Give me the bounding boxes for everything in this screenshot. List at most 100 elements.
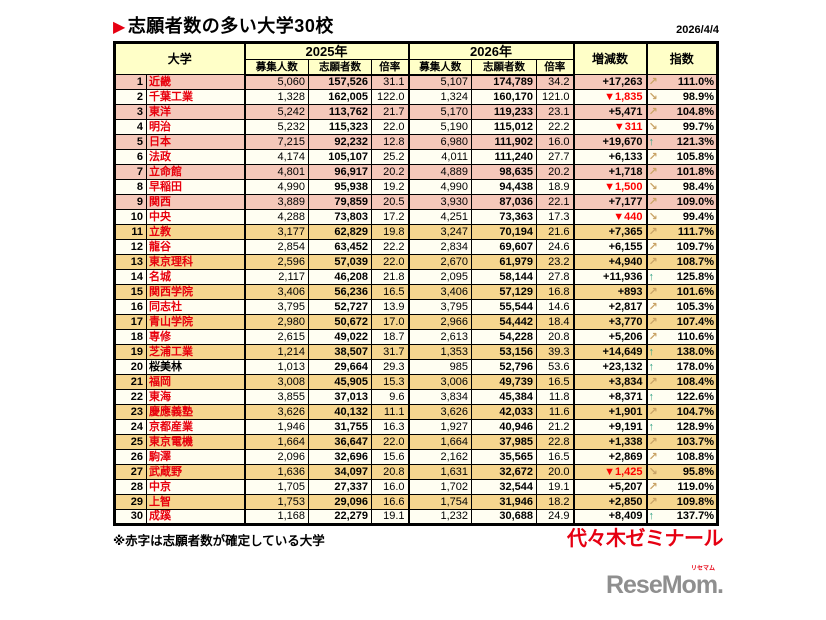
trend-up-right-icon: ↗ bbox=[648, 300, 658, 313]
ratio-2025-cell: 29.3 bbox=[371, 359, 410, 375]
change-cell: ▼311 bbox=[572, 119, 648, 135]
index-value: 108.4% bbox=[676, 375, 715, 388]
recruit-2025-cell: 1,328 bbox=[243, 89, 310, 105]
ratio-2025-cell: 16.0 bbox=[371, 479, 410, 495]
index-cell: ↗ 109.7% bbox=[645, 239, 719, 255]
index-value: 137.7% bbox=[676, 510, 715, 522]
applicants-2026-cell: 45,384 bbox=[471, 389, 538, 405]
ratio-2025-cell: 25.2 bbox=[371, 149, 410, 165]
index-cell: ↘ 99.4% bbox=[645, 209, 719, 225]
university-name: 東洋 bbox=[145, 104, 246, 120]
index-cell: ↗ 101.8% bbox=[645, 164, 719, 180]
recruit-2025-cell: 3,795 bbox=[243, 299, 310, 315]
index-cell: ↑ 122.6% bbox=[645, 389, 719, 405]
header-year-2025: 2025年 bbox=[243, 42, 410, 60]
rank-cell: 29 bbox=[114, 494, 147, 510]
table-row: 9 関西 3,889 79,859 20.5 3,930 87,036 22.1 +7,177 ↗… bbox=[114, 194, 719, 210]
index-cell: ↑ 138.0% bbox=[645, 344, 719, 360]
ratio-2026-cell: 11.6 bbox=[536, 404, 575, 420]
index-value: 111.0% bbox=[677, 75, 715, 88]
index-cell: ↗ 103.7% bbox=[645, 434, 719, 450]
yoyogi-seminar-logo: 代々木ゼミナール bbox=[567, 528, 724, 550]
recruit-2025-cell: 3,855 bbox=[243, 389, 310, 405]
ratio-2026-cell: 14.6 bbox=[536, 299, 575, 315]
university-name: 千葉工業 bbox=[145, 89, 246, 105]
recruit-2026-cell: 3,626 bbox=[407, 404, 473, 420]
index-cell: ↘ 98.9% bbox=[645, 89, 719, 105]
index-cell: ↗ 109.0% bbox=[645, 194, 719, 210]
applicants-2026-cell: 32,544 bbox=[471, 479, 538, 495]
table-row: 6 法政 4,174 105,107 25.2 4,011 111,240 27.7 +6,13… bbox=[114, 149, 719, 165]
index-value: 122.6% bbox=[676, 390, 715, 403]
index-value: 110.6% bbox=[677, 330, 715, 343]
recruit-2026-cell: 1,324 bbox=[407, 89, 473, 105]
table-row: 29 上智 1,753 29,096 16.6 1,754 31,946 18.2 +2,850… bbox=[114, 494, 719, 510]
rank-cell: 8 bbox=[114, 179, 147, 195]
university-name: 慶應義塾 bbox=[145, 404, 246, 420]
recruit-2026-cell: 1,353 bbox=[407, 344, 473, 360]
applicants-2026-cell: 54,228 bbox=[471, 329, 538, 345]
table-row: 7 立命館 4,801 96,917 20.2 4,889 98,635 20.2 +1,718… bbox=[114, 164, 719, 180]
rank-cell: 24 bbox=[114, 419, 147, 435]
table-row: 21 福岡 3,008 45,905 15.3 3,006 49,739 16.5 +3,834… bbox=[114, 374, 719, 390]
university-name: 日本 bbox=[145, 134, 246, 150]
university-name: 名城 bbox=[145, 269, 246, 285]
ratio-2025-cell: 22.0 bbox=[371, 254, 410, 270]
applicants-2026-cell: 70,194 bbox=[471, 224, 538, 240]
recruit-2025-cell: 3,889 bbox=[243, 194, 310, 210]
ratio-2026-cell: 18.9 bbox=[536, 179, 575, 195]
recruit-2026-cell: 5,170 bbox=[407, 104, 473, 120]
change-cell: +17,263 bbox=[572, 74, 648, 90]
applicants-2026-cell: 111,902 bbox=[471, 134, 538, 150]
ratio-2025-cell: 19.2 bbox=[371, 179, 410, 195]
index-cell: ↑ 178.0% bbox=[645, 359, 719, 375]
university-name: 明治 bbox=[145, 119, 246, 135]
ratio-2025-cell: 21.8 bbox=[371, 269, 410, 285]
applicants-2026-cell: 69,607 bbox=[471, 239, 538, 255]
table-row: 12 龍谷 2,854 63,452 22.2 2,834 69,607 24.6 +6,155… bbox=[114, 239, 719, 255]
change-cell: +6,155 bbox=[572, 239, 648, 255]
ratio-2025-cell: 22.2 bbox=[371, 239, 410, 255]
recruit-2025-cell: 1,664 bbox=[243, 434, 310, 450]
recruit-2025-cell: 1,013 bbox=[243, 359, 310, 375]
ratio-2026-cell: 22.2 bbox=[536, 119, 575, 135]
university-name: 成蹊 bbox=[145, 509, 246, 525]
recruit-2026-cell: 3,795 bbox=[407, 299, 473, 315]
rank-cell: 1 bbox=[114, 74, 147, 90]
recruit-2025-cell: 1,636 bbox=[243, 464, 310, 480]
applicants-2025-cell: 115,323 bbox=[308, 119, 373, 135]
table-row: 19 芝浦工業 1,214 38,507 31.7 1,353 53,156 39.3 +14,… bbox=[114, 344, 719, 360]
index-value: 125.8% bbox=[676, 270, 715, 283]
university-name: 近畿 bbox=[145, 74, 246, 90]
index-value: 104.7% bbox=[676, 405, 715, 418]
table-row: 24 京都産業 1,946 31,755 16.3 1,927 40,946 21.2 +9,1… bbox=[114, 419, 719, 435]
trend-down-right-icon: ↘ bbox=[648, 210, 658, 223]
index-value: 95.8% bbox=[682, 465, 715, 478]
trend-up-right-icon: ↗ bbox=[648, 405, 658, 418]
change-cell: +9,191 bbox=[572, 419, 648, 435]
ratio-2025-cell: 16.6 bbox=[371, 494, 410, 510]
ratio-2025-cell: 17.0 bbox=[371, 314, 410, 330]
university-name: 龍谷 bbox=[145, 239, 246, 255]
trend-up-icon: ↑ bbox=[648, 345, 655, 358]
applicants-2025-cell: 57,039 bbox=[308, 254, 373, 270]
change-cell: +11,936 bbox=[572, 269, 648, 285]
applicants-2025-cell: 45,905 bbox=[308, 374, 373, 390]
applicants-2025-cell: 50,672 bbox=[308, 314, 373, 330]
applicants-2025-cell: 95,938 bbox=[308, 179, 373, 195]
header-applicants-2026: 志願者数 bbox=[471, 59, 538, 76]
recruit-2025-cell: 2,596 bbox=[243, 254, 310, 270]
ratio-2026-cell: 11.8 bbox=[536, 389, 575, 405]
applicants-2026-cell: 115,012 bbox=[471, 119, 538, 135]
header-index: 指数 bbox=[645, 42, 719, 75]
recruit-2025-cell: 4,990 bbox=[243, 179, 310, 195]
rank-cell: 4 bbox=[114, 119, 147, 135]
index-value: 104.8% bbox=[676, 105, 715, 118]
university-name: 東京理科 bbox=[145, 254, 246, 270]
university-name: 立教 bbox=[145, 224, 246, 240]
rank-cell: 17 bbox=[114, 314, 147, 330]
rank-cell: 20 bbox=[114, 359, 147, 375]
rank-cell: 13 bbox=[114, 254, 147, 270]
index-cell: ↗ 109.8% bbox=[645, 494, 719, 510]
table-row: 27 武蔵野 1,636 34,097 20.8 1,631 32,672 20.0 ▼1,42… bbox=[114, 464, 719, 480]
